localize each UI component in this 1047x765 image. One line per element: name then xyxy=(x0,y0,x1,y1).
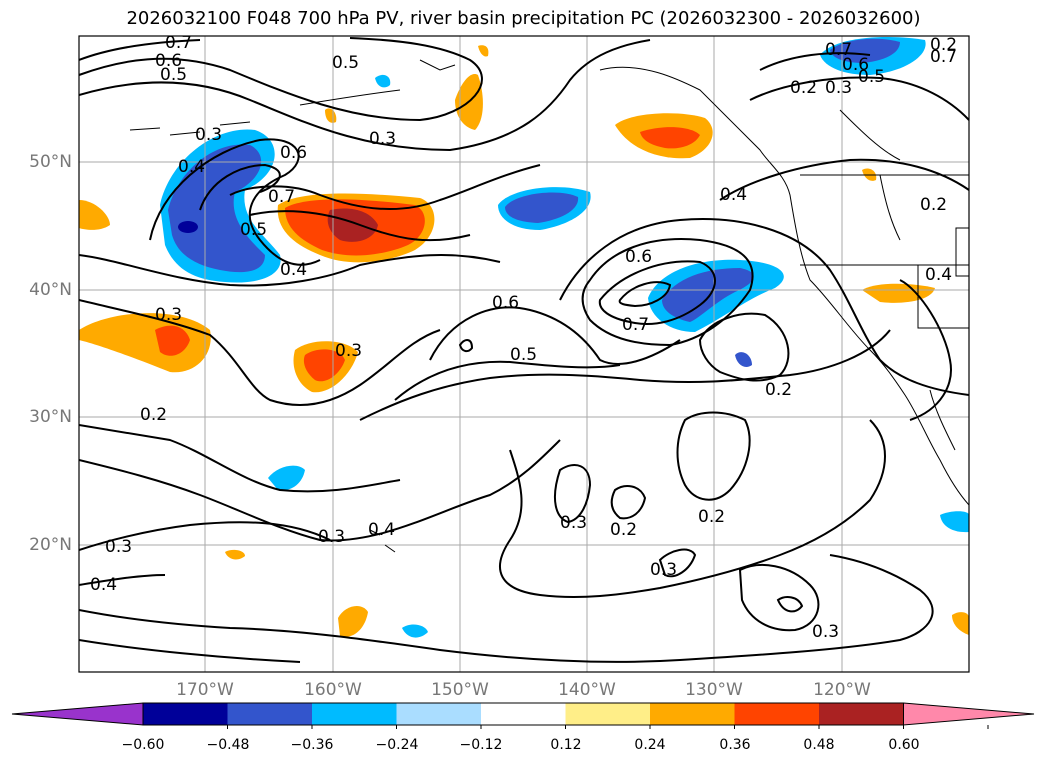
colorbar xyxy=(11,702,1035,729)
contour-label: 0.4 xyxy=(280,260,307,280)
colorbar-segment xyxy=(143,703,228,725)
contour-label: 0.7 xyxy=(268,187,295,207)
contour-label: 0.3 xyxy=(195,125,222,145)
colorbar-extend-max xyxy=(903,702,1035,726)
contour-label: 0.3 xyxy=(812,622,839,642)
colorbar-segment xyxy=(819,703,904,725)
contour-label: 0.6 xyxy=(842,55,869,75)
colorbar-tick: −0.36 xyxy=(290,737,334,753)
lon-label-130w: 130°W xyxy=(685,680,743,700)
colorbar-segment xyxy=(227,703,313,725)
contour-label: 0.6 xyxy=(492,293,519,313)
contour-label: 0.4 xyxy=(720,185,747,205)
colorbar-tick: −0.60 xyxy=(121,737,165,753)
contour-label: 0.4 xyxy=(178,157,205,177)
pv-contours xyxy=(79,37,969,663)
contour-label: 0.2 xyxy=(790,78,817,98)
contour-label: 0.5 xyxy=(858,67,885,87)
contour-label: 0.2 xyxy=(140,405,167,425)
colorbar-tick: −0.24 xyxy=(375,737,419,753)
colorbar-segment xyxy=(481,703,566,725)
contour-label: 0.7 xyxy=(930,47,957,67)
colorbar-tick: 0.12 xyxy=(550,737,582,753)
colorbar-segment xyxy=(312,703,397,725)
colorbar-tick: −0.12 xyxy=(459,737,503,753)
lat-label-30n: 30°N xyxy=(29,407,72,427)
contour-label: 0.4 xyxy=(368,520,395,540)
lon-label-140w: 140°W xyxy=(558,680,616,700)
chart-title: 2026032100 F048 700 hPa PV, river basin … xyxy=(126,8,921,29)
contour-label: 0.6 xyxy=(280,143,307,163)
contour-label: 0.5 xyxy=(160,65,187,85)
colorbar-extend-min xyxy=(11,702,144,726)
colorbar-tick: 0.24 xyxy=(634,737,666,753)
contour-label: 0.3 xyxy=(318,527,345,547)
lon-label-150w: 150°W xyxy=(431,680,489,700)
colorbar-segment xyxy=(650,703,735,725)
colorbar-tick: 0.48 xyxy=(803,737,835,753)
contour-label: 0.7 xyxy=(622,315,649,335)
contour-label: 0.2 xyxy=(610,520,637,540)
contour-label: 0.3 xyxy=(105,537,132,557)
plot-frame xyxy=(78,35,970,673)
graticule xyxy=(79,36,969,672)
lon-label-160w: 160°W xyxy=(304,680,362,700)
colorbar-segment xyxy=(396,703,482,725)
contour-label: 0.3 xyxy=(825,78,852,98)
contour-label: 0.4 xyxy=(90,575,117,595)
contour-label: 0.5 xyxy=(240,220,267,240)
contour-label: 0.5 xyxy=(332,53,359,73)
colorbar-tick: −0.48 xyxy=(206,737,250,753)
contour-label: 0.7 xyxy=(825,40,852,60)
contour-label: 0.6 xyxy=(625,247,652,267)
shading-layer xyxy=(79,36,969,638)
lat-label-40n: 40°N xyxy=(29,280,72,300)
contour-label: 0.5 xyxy=(510,345,537,365)
contour-label: 0.6 xyxy=(155,51,182,71)
contour-label: 0.3 xyxy=(155,305,182,325)
contour-label: 0.2 xyxy=(698,507,725,527)
contour-label: 0.3 xyxy=(335,341,362,361)
colorbar-tick: 0.36 xyxy=(719,737,751,753)
colorbar-segment xyxy=(734,703,820,725)
colorbar-frame xyxy=(142,702,904,726)
colorbar-segment xyxy=(565,703,651,725)
lon-label-120w: 120°W xyxy=(813,680,871,700)
lon-label-170w: 170°W xyxy=(176,680,234,700)
lat-label-20n: 20°N xyxy=(29,535,72,555)
colorbar-tick: 0.60 xyxy=(888,737,920,753)
contour-label: 0.2 xyxy=(930,35,957,55)
contour-label: 0.3 xyxy=(369,129,396,149)
contour-labels: 0.7 0.6 0.5 0.5 0.3 0.4 0.6 0.7 0.5 0.4 … xyxy=(90,33,957,642)
contour-label: 0.2 xyxy=(765,380,792,400)
contour-label: 0.3 xyxy=(560,513,587,533)
contour-label: 0.2 xyxy=(920,195,947,215)
contour-label: 0.3 xyxy=(650,560,677,580)
contour-label: 0.4 xyxy=(925,265,952,285)
contour-label: 0.7 xyxy=(165,33,192,53)
lat-label-50n: 50°N xyxy=(29,152,72,172)
